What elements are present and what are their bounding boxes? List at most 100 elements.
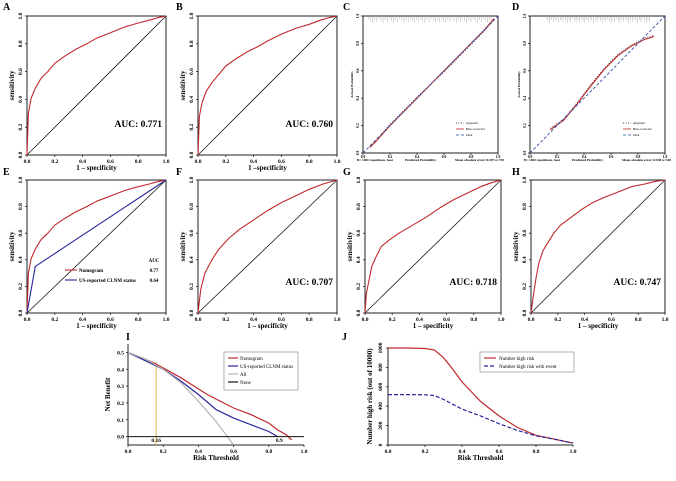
y-tick-label: 1.0 — [18, 176, 24, 183]
panel-label-g: G — [343, 167, 351, 178]
legend-header: AUC — [149, 259, 160, 264]
y-axis-label: sensitivity — [179, 231, 187, 261]
legend-label: Apparent — [633, 121, 645, 125]
y-tick-label: 0.4 — [523, 96, 527, 101]
y-tick-label: 0.4 — [522, 256, 528, 263]
legend-label: Ideal — [466, 133, 472, 137]
y-tick-label: 0.6 — [356, 68, 360, 73]
y-tick-label: 0.0 — [522, 309, 528, 316]
y-tick-label: 0.6 — [189, 230, 195, 237]
panel-label-c: C — [343, 2, 350, 13]
x-tick-label: 1.0 — [163, 159, 170, 165]
x-axis-label: 1 – specificity — [578, 322, 619, 330]
y-tick-label: 0.8 — [356, 41, 360, 46]
net-benefit-curve — [128, 351, 278, 438]
x-axis-label: Risk Threshold — [458, 454, 504, 462]
y-tick-label: 1.0 — [18, 12, 24, 19]
x-tick-label: 1.0 — [663, 155, 668, 159]
y-tick-label: 0.6 — [18, 68, 24, 75]
x-tick-label: 0.6 — [107, 317, 114, 323]
annotation-threshold-low: 0.16 — [151, 438, 161, 444]
x-tick-label: 0.0 — [385, 449, 392, 455]
x-tick-label: 1.0 — [334, 317, 341, 323]
footnote-right: Mean absolute error=0.038 n=328 — [622, 158, 671, 162]
x-tick-label: 0.0 — [361, 155, 366, 159]
x-tick-label: 0.2 — [555, 155, 560, 159]
y-tick-label: 0.8 — [189, 40, 195, 47]
x-tick-label: 0.0 — [195, 317, 202, 323]
y-tick-label: 1.0 — [189, 12, 195, 19]
x-tick-label: 1.0 — [662, 317, 669, 323]
y-axis-label: sensitivity — [8, 70, 16, 100]
legend-box — [479, 351, 575, 373]
y-axis-label: Actual Probability — [350, 71, 354, 98]
apparent-curve — [550, 34, 655, 129]
y-tick-label: 1000 — [378, 342, 384, 353]
y-tick-label: 0.0 — [18, 151, 24, 158]
y-axis-label: sensitivity — [346, 231, 354, 261]
y-tick-label: 1.0 — [356, 14, 360, 19]
y-tick-label: 0.1 — [117, 418, 124, 424]
x-tick-label: 0.4 — [459, 449, 466, 455]
y-axis-label: Actual Probability — [517, 71, 521, 98]
x-tick-label: 0.2 — [51, 317, 58, 323]
x-tick-label: 0.4 — [581, 317, 588, 323]
y-tick-label: 0.6 — [523, 68, 527, 73]
x-tick-label: 0.2 — [51, 159, 58, 165]
x-axis-label: 1 – specificity — [413, 322, 454, 330]
y-tick-label: 1.0 — [189, 176, 195, 183]
x-tick-label: 0.6 — [107, 159, 114, 165]
y-tick-label: 0.2 — [189, 124, 195, 131]
x-tick-label: 0.2 — [422, 449, 429, 455]
y-axis-label: sensitivity — [8, 231, 16, 261]
x-tick-label: 0.6 — [278, 159, 285, 165]
x-tick-label: 0.2 — [554, 317, 561, 323]
legend-label: Bias-corrected — [466, 127, 485, 131]
x-tick-label: 1.0 — [334, 159, 341, 165]
y-tick-label: 0.8 — [356, 203, 362, 210]
x-tick-label: 0.2 — [388, 155, 393, 159]
y-tick-label: 0.0 — [356, 309, 362, 316]
x-tick-label: 0.4 — [250, 317, 257, 323]
legend-label: None — [240, 381, 252, 386]
plot-frame — [197, 179, 338, 314]
x-tick-label: 0.6 — [443, 317, 450, 323]
footnote-left: B= 1000 repetitions, boot — [524, 158, 561, 162]
y-tick-label: 0.8 — [189, 203, 195, 210]
y-tick-label: 1.0 — [523, 14, 527, 19]
y-tick-label: 0.4 — [356, 256, 362, 263]
panel-label-e: E — [3, 167, 10, 178]
y-tick-label: 0.0 — [189, 151, 195, 158]
x-tick-label: 0.8 — [470, 317, 477, 323]
panel-label-f: F — [176, 167, 182, 178]
x-tick-label: 0.4 — [79, 159, 86, 165]
x-tick-label: 0.2 — [160, 449, 167, 455]
x-axis-label: 1 – specificity — [76, 322, 117, 330]
x-tick-label: 0.4 — [195, 449, 202, 455]
x-tick-label: 0.0 — [195, 159, 202, 165]
x-axis-label: 1 –specificity — [248, 164, 287, 172]
legend-value: 0.64 — [150, 279, 159, 284]
roc-curve — [530, 179, 666, 314]
x-tick-label: 0.2 — [222, 159, 229, 165]
x-tick-label: 1.0 — [570, 449, 577, 455]
legend-label: Nomogram — [79, 269, 104, 274]
high-risk-event-curve — [388, 394, 574, 444]
x-tick-label: 0.0 — [24, 317, 31, 323]
y-tick-label: 0.6 — [18, 230, 24, 237]
y-tick-label: 0.2 — [523, 123, 527, 128]
legend-label: Number high risk with event — [499, 365, 557, 370]
x-tick-label: 0.6 — [230, 449, 237, 455]
y-tick-label: 0.4 — [356, 96, 360, 101]
x-tick-label: 0.8 — [469, 155, 474, 159]
x-axis-label: Predicted Probability — [572, 158, 603, 162]
plot-frame — [26, 15, 167, 156]
y-tick-label: 0.0 — [117, 435, 124, 441]
legend-label: All — [240, 373, 247, 378]
reference-diagonal — [530, 179, 666, 314]
roc-curve — [197, 179, 338, 314]
ideal-line — [529, 15, 666, 154]
y-tick-label: 0.2 — [189, 283, 195, 290]
annotation-threshold-high: 0.9 — [276, 438, 283, 444]
legend-label: US-reported CLNM status — [240, 365, 293, 370]
